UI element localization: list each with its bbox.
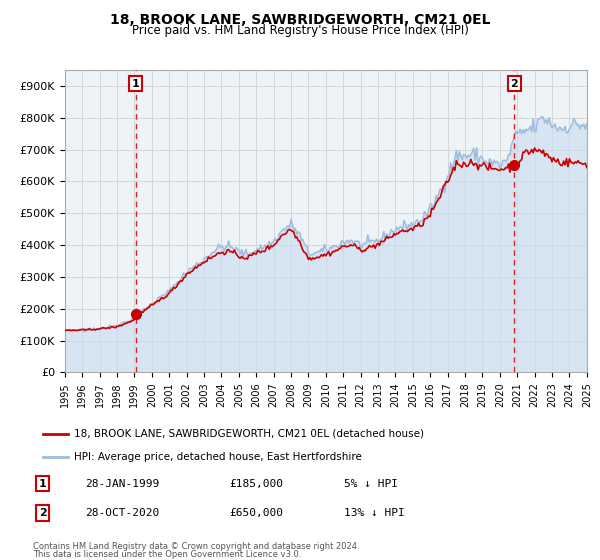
Text: 28-OCT-2020: 28-OCT-2020: [85, 508, 159, 518]
Text: HPI: Average price, detached house, East Hertfordshire: HPI: Average price, detached house, East…: [74, 452, 362, 461]
Text: 5% ↓ HPI: 5% ↓ HPI: [344, 479, 398, 489]
Text: 13% ↓ HPI: 13% ↓ HPI: [344, 508, 405, 518]
Text: 18, BROOK LANE, SAWBRIDGEWORTH, CM21 0EL: 18, BROOK LANE, SAWBRIDGEWORTH, CM21 0EL: [110, 13, 490, 27]
Text: Contains HM Land Registry data © Crown copyright and database right 2024.: Contains HM Land Registry data © Crown c…: [33, 542, 359, 550]
Text: 1: 1: [39, 479, 47, 489]
Text: 2: 2: [511, 78, 518, 88]
Text: £185,000: £185,000: [230, 479, 284, 489]
Text: 2: 2: [39, 508, 47, 518]
Text: £650,000: £650,000: [230, 508, 284, 518]
Text: 1: 1: [132, 78, 139, 88]
Text: This data is licensed under the Open Government Licence v3.0.: This data is licensed under the Open Gov…: [33, 550, 301, 559]
Text: Price paid vs. HM Land Registry's House Price Index (HPI): Price paid vs. HM Land Registry's House …: [131, 24, 469, 37]
Text: 28-JAN-1999: 28-JAN-1999: [85, 479, 159, 489]
Text: 18, BROOK LANE, SAWBRIDGEWORTH, CM21 0EL (detached house): 18, BROOK LANE, SAWBRIDGEWORTH, CM21 0EL…: [74, 429, 424, 438]
